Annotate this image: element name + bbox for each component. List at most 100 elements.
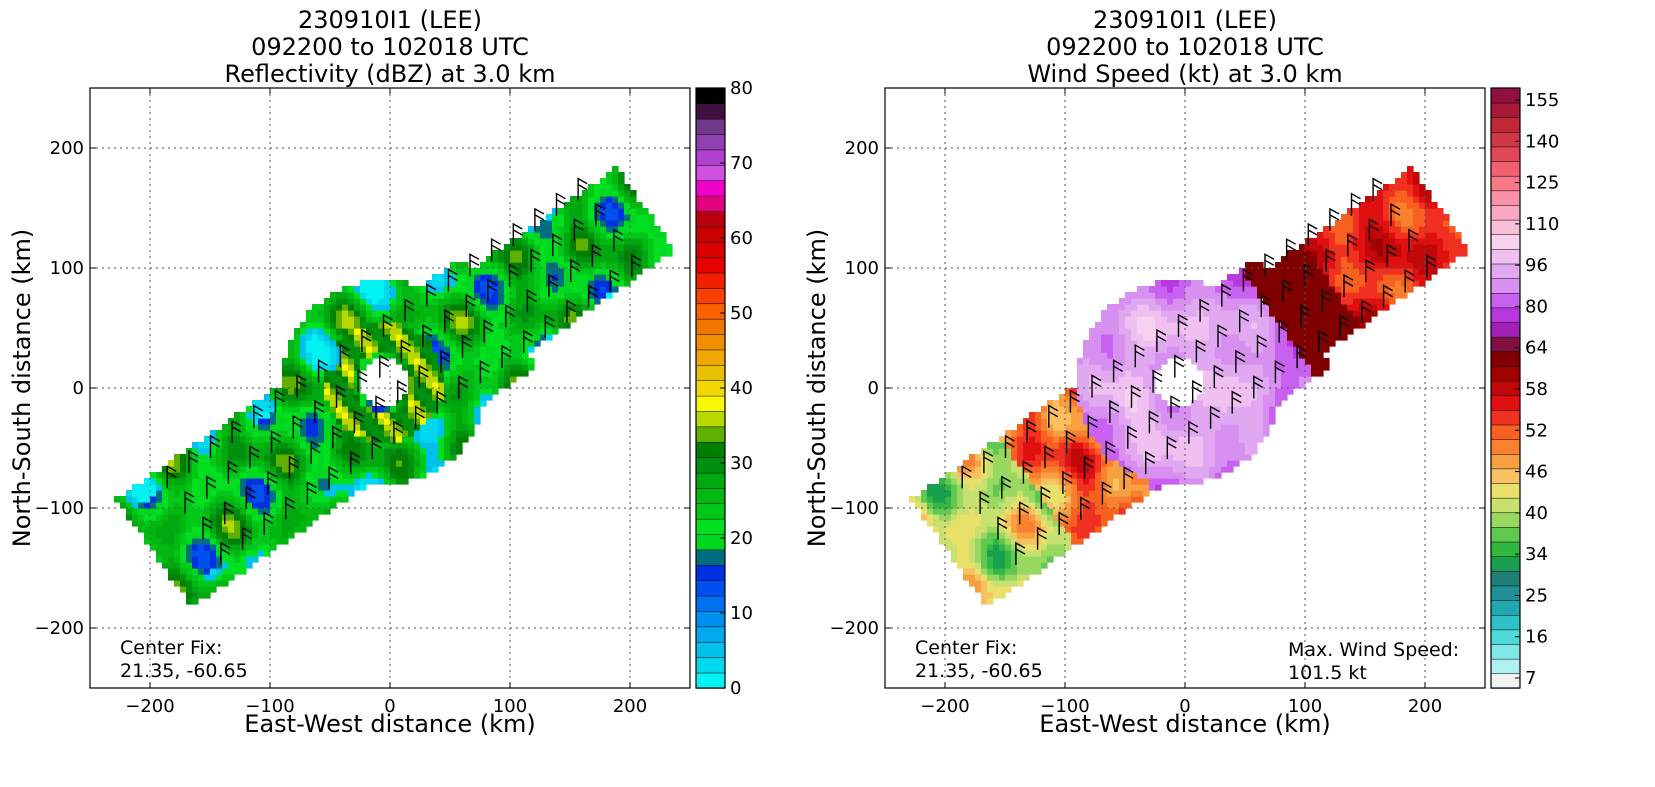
field-cell [1353, 268, 1360, 275]
field-cell [1401, 172, 1408, 179]
field-cell [276, 508, 283, 515]
wind-barb [1242, 268, 1253, 292]
field-cell [648, 214, 655, 221]
field-cell [318, 370, 325, 377]
field-cell [963, 532, 970, 539]
field-cell [1233, 310, 1240, 317]
field-cell [168, 460, 175, 467]
field-cell [1119, 304, 1126, 311]
field-cell [1005, 496, 1012, 503]
field-cell [612, 184, 619, 191]
field-cell [264, 400, 271, 407]
field-cell [510, 352, 517, 359]
field-cell [606, 262, 613, 269]
field-cell [981, 544, 988, 551]
field-cell [348, 358, 355, 365]
field-cell [1299, 364, 1306, 371]
field-cell [1101, 436, 1108, 443]
field-cell [987, 562, 994, 569]
field-cell [552, 262, 559, 269]
field-cell [174, 550, 181, 557]
field-cell [624, 202, 631, 209]
field-cell [474, 406, 481, 413]
field-cell [1431, 208, 1438, 215]
field-cell [1233, 442, 1240, 449]
field-cell [1161, 478, 1168, 485]
chart-title-line: Wind Speed (kt) at 3.0 km [1027, 60, 1342, 88]
field-cell [1095, 442, 1102, 449]
field-cell [474, 274, 481, 281]
field-cell [1365, 232, 1372, 239]
field-cell [576, 238, 583, 245]
field-cell [1221, 406, 1228, 413]
field-cell [1065, 502, 1072, 509]
field-cell [1407, 250, 1414, 257]
field-cell [300, 496, 307, 503]
field-cell [1251, 286, 1258, 293]
field-cell [1191, 280, 1198, 287]
field-cell [300, 460, 307, 467]
field-cell [1131, 460, 1138, 467]
field-cell [540, 334, 547, 341]
field-cell [1233, 322, 1240, 329]
field-cell [1239, 310, 1246, 317]
wind-barb [1166, 435, 1177, 459]
field-cell [366, 280, 373, 287]
field-cell [987, 538, 994, 545]
field-cell [390, 334, 397, 341]
field-cell [1149, 436, 1156, 443]
field-cell [1209, 370, 1216, 377]
field-cell [1323, 238, 1330, 245]
field-cell [1203, 412, 1210, 419]
field-cell [258, 466, 265, 473]
field-cell [1035, 532, 1042, 539]
field-cell [426, 406, 433, 413]
field-cell [1095, 508, 1102, 515]
field-cell [450, 436, 457, 443]
field-cell [1095, 430, 1102, 437]
field-cell [222, 460, 229, 467]
field-cell [384, 454, 391, 461]
field-cell [1317, 292, 1324, 299]
field-cell [204, 526, 211, 533]
field-cell [1437, 226, 1444, 233]
field-cell [981, 562, 988, 569]
field-cell [156, 472, 163, 479]
field-cell [354, 340, 361, 347]
field-cell [1365, 214, 1372, 221]
field-cell [408, 442, 415, 449]
field-cell [1281, 328, 1288, 335]
field-cell [1197, 322, 1204, 329]
field-cell [1407, 196, 1414, 203]
field-cell [975, 568, 982, 575]
field-cell [1227, 322, 1234, 329]
wind-barb [220, 541, 231, 565]
field-cell [987, 514, 994, 521]
field-cell [945, 538, 952, 545]
field-cell [1011, 580, 1018, 587]
field-cell [510, 340, 517, 347]
field-cell [468, 406, 475, 413]
wind-barb [285, 496, 296, 520]
field-cell [1113, 478, 1120, 485]
field-cell [222, 454, 229, 461]
field-cell [1209, 340, 1216, 347]
field-cell [1275, 310, 1282, 317]
field-cell [1257, 298, 1264, 305]
field-cell [204, 568, 211, 575]
field-cell [1245, 376, 1252, 383]
field-cell [1101, 472, 1108, 479]
field-cell [342, 448, 349, 455]
field-cell [450, 382, 457, 389]
field-cell [1029, 472, 1036, 479]
field-cell [933, 526, 940, 533]
field-cell [414, 394, 421, 401]
field-cell [378, 436, 385, 443]
field-cell [1179, 310, 1186, 317]
field-cell [1047, 430, 1054, 437]
field-cell [270, 454, 277, 461]
field-cell [1233, 460, 1240, 467]
field-cell [1197, 412, 1204, 419]
field-cell [162, 478, 169, 485]
field-cell [408, 454, 415, 461]
